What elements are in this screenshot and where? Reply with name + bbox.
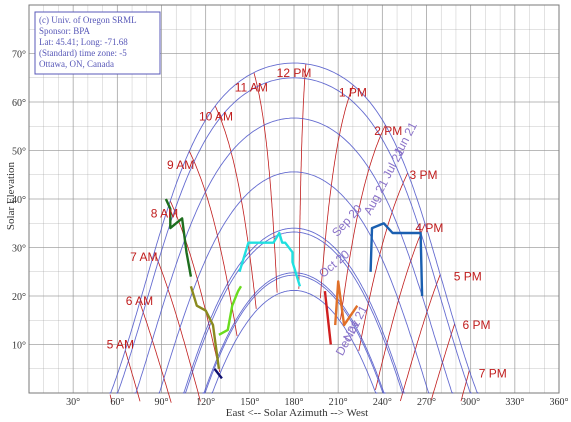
x-axis-title: East <-- Solar Azimuth --> West	[226, 407, 368, 419]
hour-curve	[214, 105, 257, 309]
hour-curve	[169, 200, 221, 372]
hour-label: 3 PM	[410, 168, 438, 182]
east-horizon-cyan	[238, 231, 302, 287]
info-line-location: Ottawa, ON, Canada	[39, 59, 114, 69]
west-horizon-orange	[334, 280, 359, 327]
hour-label: 1 PM	[339, 85, 367, 99]
info-line-credit: (c) Univ. of Oregon SRML	[39, 15, 137, 25]
x-tick-label: 180°	[285, 397, 304, 408]
hour-label: 4 PM	[415, 221, 443, 235]
west-horizon-red	[323, 290, 332, 345]
hour-curve	[358, 172, 409, 352]
date-curve	[182, 227, 405, 394]
hour-curve	[154, 251, 201, 402]
x-tick-label: 60°	[110, 397, 124, 408]
hour-curve	[188, 151, 238, 337]
hour-label: 11 AM	[235, 80, 268, 94]
hour-label: 9 AM	[167, 158, 194, 172]
hour-curve	[340, 124, 386, 320]
hour-lines	[109, 63, 470, 403]
date-curve	[202, 272, 386, 394]
info-line-sponsor: Sponsor: BPA	[39, 26, 90, 36]
hour-curve	[375, 223, 426, 391]
y-tick-label: 10°	[12, 341, 26, 352]
info-box: (c) Univ. of Oregon SRML Sponsor: BPA La…	[34, 11, 161, 75]
date-curve	[134, 117, 454, 394]
x-tick-label: 240°	[373, 397, 392, 408]
date-curve	[203, 274, 385, 394]
hour-label: 6 PM	[463, 318, 491, 332]
date-curve	[116, 77, 472, 394]
hour-label: 12 PM	[277, 66, 312, 80]
x-tick-label: 150°	[240, 397, 259, 408]
east-horizon-green	[164, 198, 193, 277]
hour-label: 5 PM	[454, 270, 482, 284]
hour-label: 2 PM	[374, 124, 402, 138]
info-line-coordinates: Lat: 45.41; Long: -71.68	[39, 37, 128, 47]
date-curve	[211, 289, 378, 394]
horizon-profile	[164, 198, 424, 380]
east-horizon-lightgreen	[218, 285, 243, 336]
hour-label: 7 AM	[130, 250, 157, 264]
y-tick-label: 60°	[12, 98, 26, 109]
date-curve	[184, 231, 404, 394]
hour-curve	[124, 350, 141, 402]
hour-curve	[139, 302, 172, 403]
west-horizon-blue	[369, 222, 424, 297]
hour-curve	[319, 84, 354, 299]
x-tick-label: 300°	[461, 397, 480, 408]
x-tick-label: 120°	[196, 397, 215, 408]
east-horizon-olive	[189, 285, 221, 369]
x-tick-label: 330°	[505, 397, 524, 408]
info-box-frame	[34, 11, 161, 75]
y-tick-label: 20°	[12, 292, 26, 303]
hour-curve	[109, 394, 113, 403]
date-curves	[109, 62, 479, 394]
hour-curve	[253, 72, 278, 293]
x-tick-label: 30°	[66, 397, 80, 408]
y-tick-label: 30°	[12, 244, 26, 255]
x-tick-label: 210°	[329, 397, 348, 408]
date-curve	[158, 171, 430, 394]
y-tick-label: 40°	[12, 195, 26, 206]
y-axis-title: Solar Elevation	[5, 161, 17, 230]
x-tick-label: 270°	[417, 397, 436, 408]
x-tick-label: 90°	[155, 397, 169, 408]
hour-curve	[460, 370, 470, 402]
east-horizon-navy	[213, 368, 223, 380]
y-tick-label: 70°	[12, 50, 26, 61]
hour-label: 10 AM	[199, 110, 233, 124]
hour-label: 6 AM	[126, 294, 153, 308]
tick-labels: 30° 60° 90° 120° 150° 180° 210° 240° 270° 300° 330…	[12, 50, 569, 409]
hour-curve	[298, 63, 307, 289]
hour-label: 8 AM	[151, 207, 178, 221]
info-line-timezone: (Standard) time zone: -5	[39, 48, 127, 58]
hour-label: 5 AM	[107, 338, 134, 352]
date-curve	[109, 62, 479, 394]
hour-label: 7 PM	[479, 367, 507, 381]
plot-frame	[28, 4, 560, 394]
hour-curve	[400, 274, 441, 402]
y-tick-label: 50°	[12, 147, 26, 158]
x-tick-label: 360°	[550, 397, 569, 408]
